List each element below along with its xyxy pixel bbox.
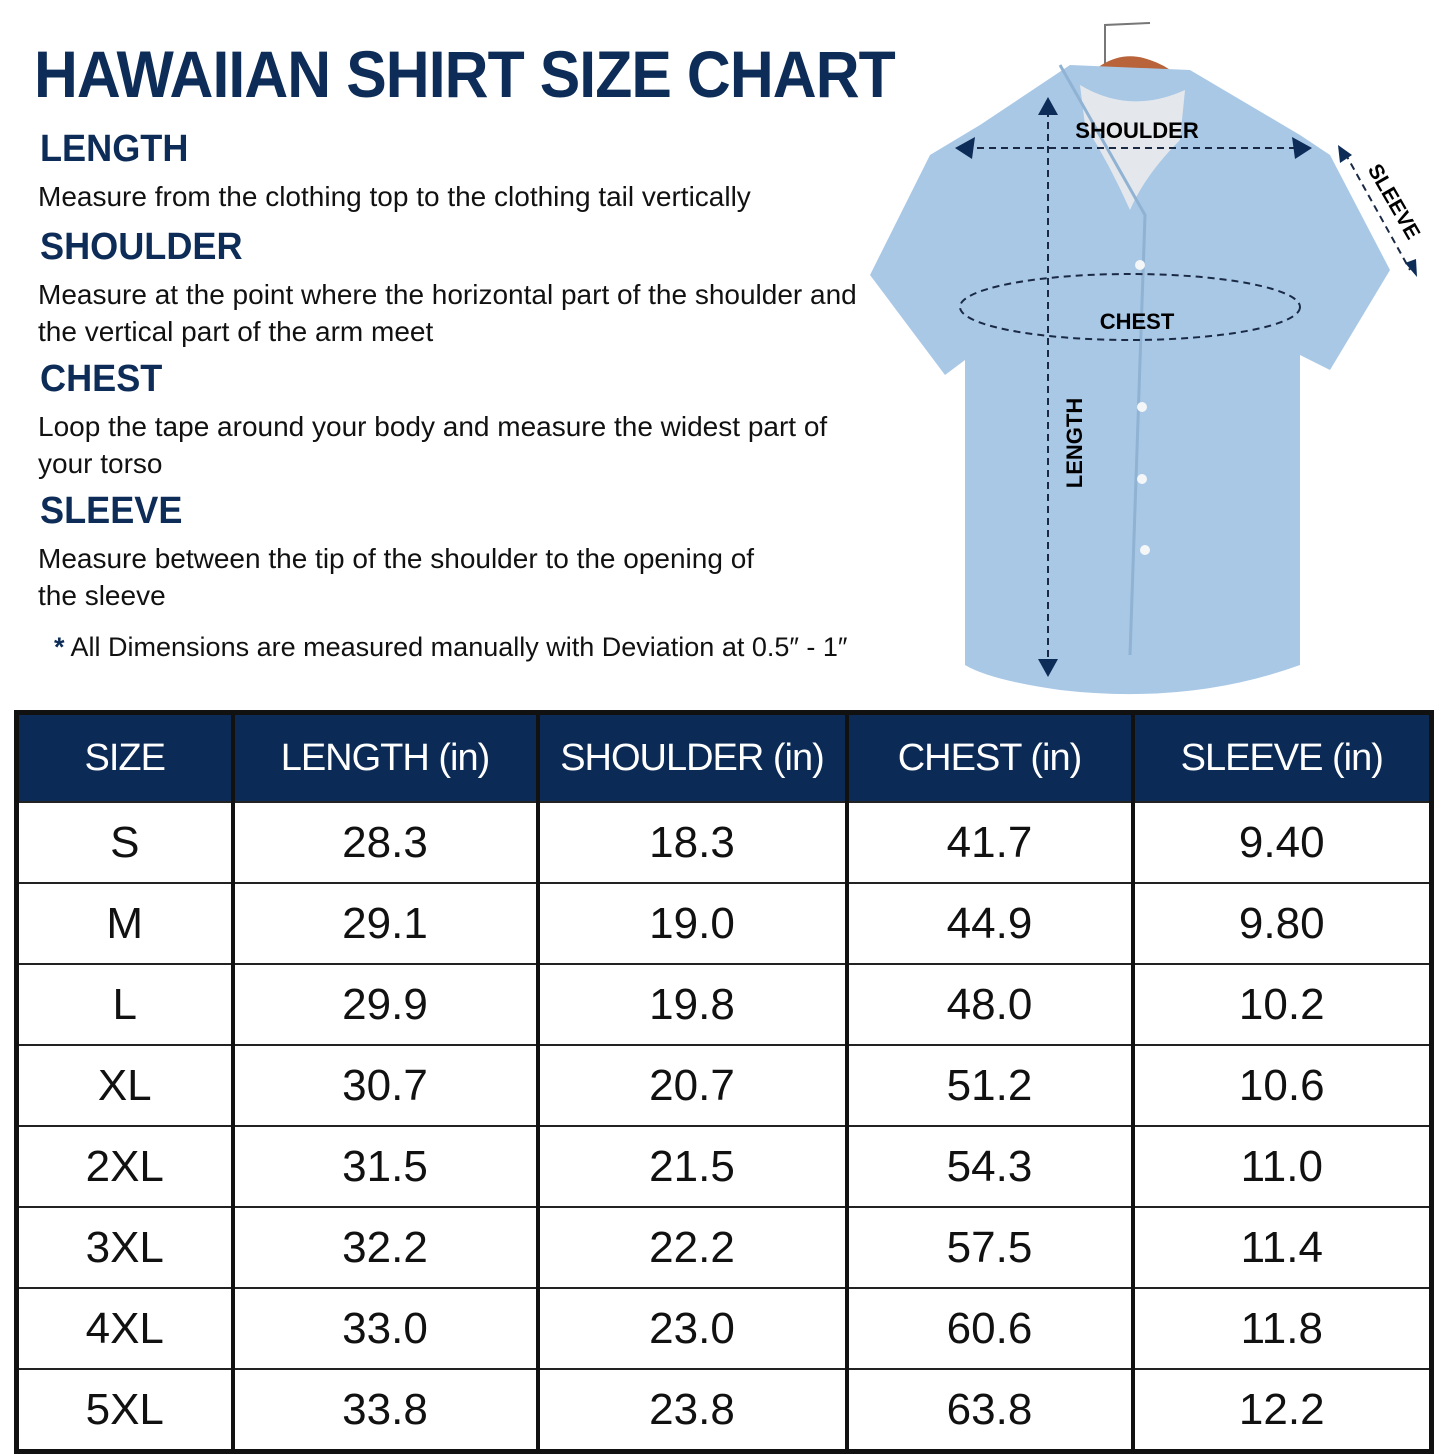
chest-description: Loop the tape around your body and measu… (38, 411, 828, 479)
measurement-note: * All Dimensions are measured manually w… (54, 632, 848, 663)
table-cell: S (16, 801, 235, 883)
column-header: SIZE (16, 712, 235, 802)
table-cell: 4XL (16, 1287, 235, 1369)
table-cell: 30.7 (232, 1044, 540, 1126)
chest-line (959, 273, 1301, 341)
table-cell: 11.8 (1132, 1287, 1432, 1369)
sleeve-line (1344, 152, 1411, 271)
table-cell: 12.2 (1132, 1368, 1432, 1452)
table-cell: 9.80 (1132, 882, 1432, 964)
table-row: XL 30.7 20.7 51.2 10.6 (16, 1044, 1432, 1126)
shoulder-heading: SHOULDER (40, 226, 243, 268)
table-cell: 9.40 (1132, 801, 1432, 883)
table-cell: 31.5 (232, 1125, 540, 1207)
table-cell: 18.3 (537, 801, 849, 883)
table-row: 3XL 32.2 22.2 57.5 11.4 (16, 1206, 1432, 1288)
column-header: LENGTH (in) (232, 712, 540, 802)
button-icon (1135, 260, 1145, 270)
table-cell: 57.5 (846, 1206, 1135, 1288)
table-row: 5XL 33.8 23.8 63.8 12.2 (16, 1368, 1432, 1452)
table-cell: 29.1 (232, 882, 540, 964)
table-row: 2XL 31.5 21.5 54.3 11.0 (16, 1125, 1432, 1207)
table-cell: L (16, 963, 235, 1045)
note-text: All Dimensions are measured manually wit… (70, 632, 848, 662)
asterisk: * (54, 632, 65, 662)
table-cell: 44.9 (846, 882, 1135, 964)
length-heading: LENGTH (40, 128, 189, 170)
sleeve-heading: SLEEVE (40, 490, 183, 532)
length-label: LENGTH (1062, 398, 1087, 488)
table-cell: 23.8 (537, 1368, 849, 1452)
table-cell: XL (16, 1044, 235, 1126)
table-body: S 28.3 18.3 41.7 9.40 M 29.1 19.0 44.9 9.80 L 29.9 1… (16, 801, 1432, 1452)
column-header: CHEST (in) (846, 712, 1135, 802)
button-icon (1137, 402, 1147, 412)
table-cell: 11.0 (1132, 1125, 1432, 1207)
sleeve-label: SLEEVE (1363, 160, 1424, 243)
table-cell: 10.6 (1132, 1044, 1432, 1126)
table-cell: 2XL (16, 1125, 235, 1207)
page-title: HAWAIIAN SHIRT SIZE CHART (34, 37, 896, 111)
table-cell: 19.8 (537, 963, 849, 1045)
table-cell: 41.7 (846, 801, 1135, 883)
button-icon (1137, 474, 1147, 484)
shoulder-description: Measure at the point where the horizonta… (38, 279, 857, 347)
table-row: S 28.3 18.3 41.7 9.40 (16, 801, 1432, 883)
table-cell: 33.0 (232, 1287, 540, 1369)
table-cell: 23.0 (537, 1287, 849, 1369)
table-header-row: SIZE LENGTH (in) SHOULDER (in) CHEST (in) SL… (16, 712, 1432, 802)
table-cell: 11.4 (1132, 1206, 1432, 1288)
button-icon (1140, 545, 1150, 555)
table-cell: 28.3 (232, 801, 540, 883)
table-cell: 3XL (16, 1206, 235, 1288)
table-cell: M (16, 882, 235, 964)
length-description: Measure from the clothing top to the clo… (38, 181, 751, 212)
table-cell: 32.2 (232, 1206, 540, 1288)
table-cell: 5XL (16, 1368, 235, 1452)
table-cell: 51.2 (846, 1044, 1135, 1126)
chest-heading: CHEST (40, 358, 163, 400)
table-row: M 29.1 19.0 44.9 9.80 (16, 882, 1432, 964)
table-cell: 33.8 (232, 1368, 540, 1452)
column-header: SHOULDER (in) (537, 712, 849, 802)
chest-label: CHEST (1100, 309, 1175, 334)
shirt-body (870, 65, 1390, 695)
table-cell: 22.2 (537, 1206, 849, 1288)
size-table: SIZE LENGTH (in) SHOULDER (in) CHEST (in) SL… (14, 710, 1434, 1454)
collar-inner (1080, 85, 1185, 210)
column-header: SLEEVE (in) (1132, 712, 1432, 802)
sleeve-description: Measure between the tip of the shoulder … (38, 543, 755, 611)
shirt-diagram: SHOULDER CHEST LENGTH SLEEVE (870, 22, 1424, 695)
table-cell: 21.5 (537, 1125, 849, 1207)
table-row: L 29.9 19.8 48.0 10.2 (16, 963, 1432, 1045)
table-cell: 60.6 (846, 1287, 1135, 1369)
table-cell: 19.0 (537, 882, 849, 964)
table-cell: 20.7 (537, 1044, 849, 1126)
table-cell: 63.8 (846, 1368, 1135, 1452)
table-cell: 29.9 (232, 963, 540, 1045)
hanger-hook (1104, 22, 1151, 80)
table-cell: 54.3 (846, 1125, 1135, 1207)
shoulder-label: SHOULDER (1075, 118, 1199, 143)
table-cell: 10.2 (1132, 963, 1432, 1045)
table-row: 4XL 33.0 23.0 60.6 11.8 (16, 1287, 1432, 1369)
table-cell: 48.0 (846, 963, 1135, 1045)
